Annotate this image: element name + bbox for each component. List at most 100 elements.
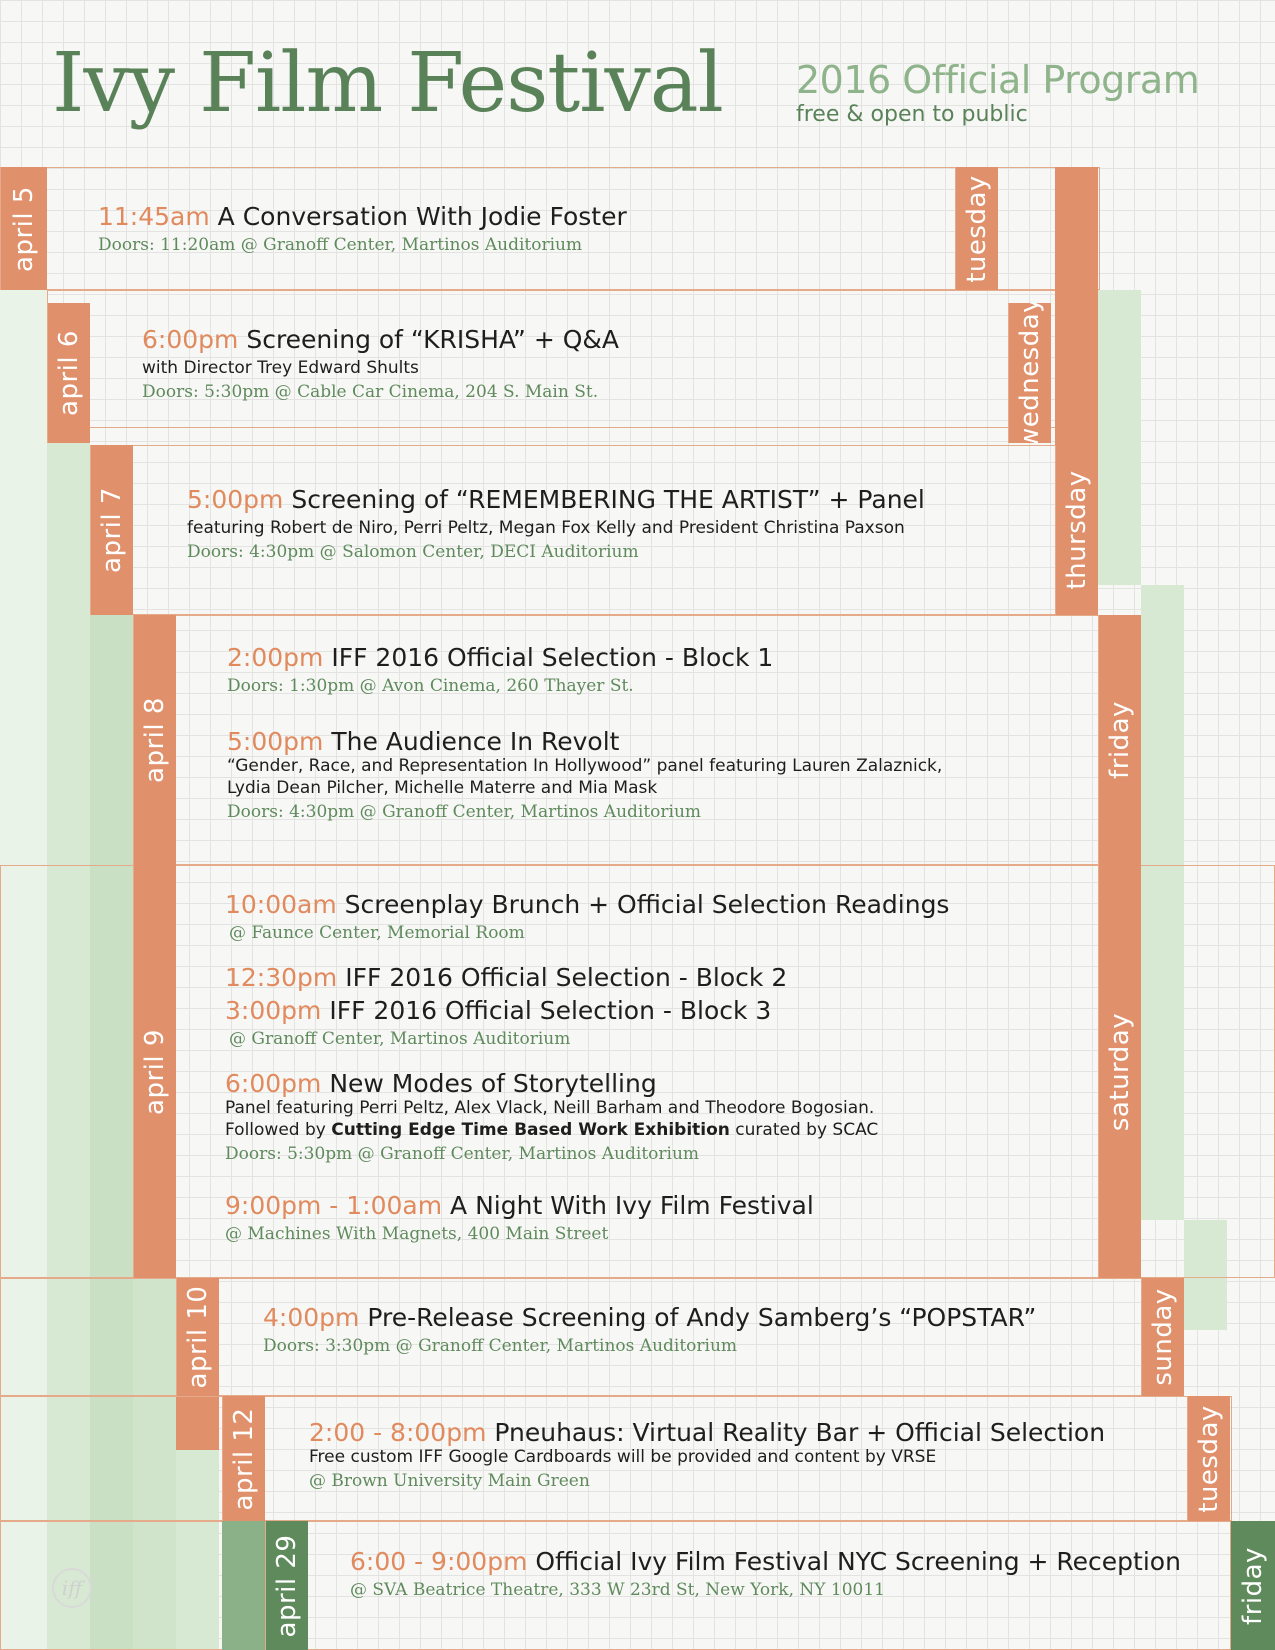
event-venue: Doors: 11:20am @ Granoff Center, Martino… (98, 235, 583, 255)
event: 6:00pm New Modes of Storytelling Panel f… (225, 1069, 878, 1164)
program-subtitle: free & open to public (796, 102, 1028, 127)
event-time: 3:00pm (225, 996, 322, 1025)
event-time: 6:00 - 9:00pm (350, 1547, 528, 1576)
cascade-strip (176, 1450, 219, 1650)
date-label: april 8 (140, 697, 170, 783)
weekday-tab-sunday: sunday (1141, 1278, 1184, 1396)
event-title: Screening of “REMEMBERING THE ARTIST” + … (291, 485, 925, 514)
event: 6:00pm Screening of “KRISHA” + Q&A with … (142, 325, 619, 402)
weekday-label: saturday (1105, 1012, 1135, 1131)
event: 6:00 - 9:00pm Official Ivy Film Festival… (350, 1547, 1181, 1600)
program-header: 2016 Official Program free & open to pub… (796, 58, 1200, 127)
event: 5:00pm The Audience In Revolt “Gender, R… (227, 727, 942, 822)
program-title: 2016 Official Program (796, 58, 1200, 102)
event: 11:45am A Conversation With Jodie Foster… (98, 202, 627, 255)
event: 2:00pm IFF 2016 Official Selection - Blo… (227, 643, 773, 696)
event-venue: @ Faunce Center, Memorial Room (229, 923, 525, 943)
date-label: april 9 (140, 1028, 170, 1115)
event-title: A Conversation With Jodie Foster (217, 202, 627, 231)
event-detail: “Gender, Race, and Representation In Hol… (227, 756, 943, 776)
event-title: Screening of “KRISHA” + Q&A (246, 325, 619, 354)
date-tab-april-12: april 12 (222, 1396, 265, 1521)
event-venue: Doors: 5:30pm @ Cable Car Cinema, 204 S.… (142, 382, 599, 402)
connector-strip (1055, 167, 1098, 290)
cascade-strip (90, 585, 133, 1650)
event-venue: Doors: 5:30pm @ Granoff Center, Martinos… (225, 1144, 700, 1164)
event-title: Official Ivy Film Festival NYC Screening… (535, 1547, 1181, 1576)
event-venue: @ Machines With Magnets, 400 Main Street (225, 1224, 609, 1244)
event-title: IFF 2016 Official Selection - Block 3 (329, 996, 772, 1025)
weekday-tab-friday: friday (1230, 1521, 1275, 1650)
event-detail: Lydia Dean Pilcher, Michelle Materre and… (227, 778, 658, 798)
event-time: 2:00 - 8:00pm (309, 1418, 487, 1447)
date-label: april 6 (54, 330, 84, 416)
date-label: april 5 (9, 185, 39, 272)
event: 2:00 - 8:00pm Pneuhaus: Virtual Reality … (309, 1418, 1105, 1491)
event-title: IFF 2016 Official Selection - Block 1 (331, 643, 774, 672)
iff-logo: iff (52, 1568, 92, 1608)
event-title: IFF 2016 Official Selection - Block 2 (345, 963, 788, 992)
event-venue: @ Brown University Main Green (309, 1471, 590, 1491)
event-venue: Doors: 1:30pm @ Avon Cinema, 260 Thayer … (227, 676, 634, 696)
event-title: Screenplay Brunch + Official Selection R… (344, 890, 950, 919)
festival-title: Ivy Film Festival (52, 36, 724, 131)
event-detail-followup: Followed by Cutting Edge Time Based Work… (225, 1120, 879, 1140)
weekday-label: sunday (1148, 1288, 1178, 1386)
date-tab-april-10: april 10 (176, 1278, 219, 1396)
event: 5:00pm Screening of “REMEMBERING THE ART… (187, 485, 925, 562)
event-detail: featuring Robert de Niro, Perri Peltz, M… (187, 518, 905, 538)
event-detail: Panel featuring Perri Peltz, Alex Vlack,… (225, 1098, 875, 1118)
date-tab-april-5: april 5 (0, 167, 47, 290)
cascade-strip (1141, 585, 1184, 1220)
weekday-tab-thursday: thursday (1055, 445, 1098, 615)
weekday-label: thursday (1062, 470, 1092, 590)
event-detail: Free custom IFF Google Cardboards will b… (309, 1447, 937, 1467)
weekday-label: tuesday (962, 174, 992, 283)
event-time: 10:00am (225, 890, 337, 919)
date-label: april 29 (272, 1534, 302, 1637)
event-title: Pneuhaus: Virtual Reality Bar + Official… (494, 1418, 1106, 1447)
weekday-tab-wednesday: wednesday (1008, 303, 1051, 443)
cascade-strip (1098, 290, 1141, 430)
weekday-label: wednesday (1015, 303, 1045, 443)
event-time: 2:00pm (227, 643, 324, 672)
date-label: april 10 (183, 1285, 213, 1389)
event-time: 11:45am (98, 202, 210, 231)
event-title: New Modes of Storytelling (329, 1069, 657, 1098)
event-venue: Doors: 4:30pm @ Granoff Center, Martinos… (227, 802, 702, 822)
date-label: april 12 (229, 1407, 259, 1510)
weekday-label: friday (1105, 701, 1135, 779)
event: 4:00pm Pre-Release Screening of Andy Sam… (263, 1303, 1036, 1356)
weekday-tab-tuesday: tuesday (955, 167, 998, 290)
date-tab-april-29: april 29 (265, 1521, 308, 1650)
weekday-label: friday (1238, 1546, 1268, 1625)
event-time: 6:00pm (142, 325, 239, 354)
event-time: 12:30pm (225, 963, 338, 992)
event-title: Pre-Release Screening of Andy Samberg’s … (367, 1303, 1037, 1332)
event-time: 5:00pm (187, 485, 284, 514)
cascade-strip (1098, 428, 1141, 585)
event: 12:30pm IFF 2016 Official Selection - Bl… (225, 963, 787, 992)
cascade-strip (47, 428, 90, 1650)
event: 9:00pm - 1:00am A Night With Ivy Film Fe… (225, 1191, 814, 1244)
event-title: A Night With Ivy Film Festival (450, 1191, 814, 1220)
event-venue: @ SVA Beatrice Theatre, 333 W 23rd St, N… (350, 1580, 885, 1600)
day-row-april-12 (0, 1396, 1232, 1521)
event: 3:00pm IFF 2016 Official Selection - Blo… (225, 996, 771, 1049)
weekday-tab-friday: friday (1098, 615, 1141, 865)
date-tab-april-7: april 7 (90, 445, 133, 615)
event: 10:00am Screenplay Brunch + Official Sel… (225, 890, 949, 943)
date-tab-april-6: april 6 (47, 303, 90, 443)
event-venue: Doors: 4:30pm @ Salomon Center, DECI Aud… (187, 542, 639, 562)
event-venue: Doors: 3:30pm @ Granoff Center, Martinos… (263, 1336, 738, 1356)
cascade-strip (1184, 1220, 1227, 1330)
weekday-tab-saturday: saturday (1098, 865, 1141, 1278)
date-tab-april-8: april 8 (133, 615, 176, 865)
date-label: april 7 (97, 487, 127, 573)
event-venue: @ Granoff Center, Martinos Auditorium (229, 1029, 571, 1049)
cascade-strip (222, 1521, 265, 1650)
date-tab-april-9: april 9 (133, 865, 176, 1278)
event-time: 6:00pm (225, 1069, 322, 1098)
event-time: 5:00pm (227, 727, 324, 756)
cascade-strip (0, 290, 47, 1650)
